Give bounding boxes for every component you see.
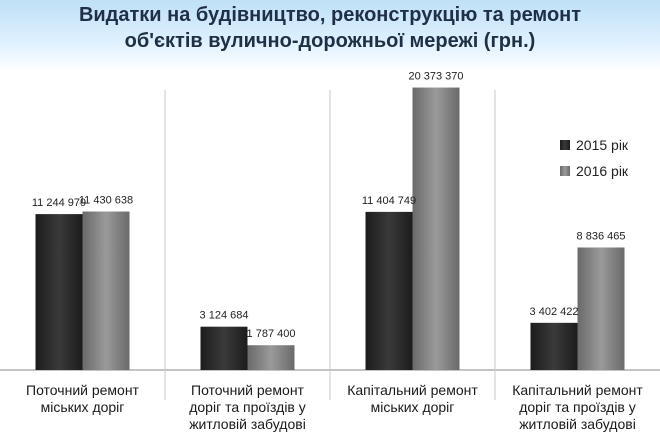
bar-series-1 — [35, 214, 83, 370]
category-label: міських доріг — [41, 399, 125, 415]
chart-title-line-2-text: об'єктів вулично-дорожньої мережі (грн.) — [124, 30, 536, 52]
legend-label: 2016 рік — [576, 163, 629, 179]
bar-value-label: 3 124 684 — [200, 310, 249, 322]
category-label: міських доріг — [371, 399, 455, 415]
bar-value-label: 11 430 638 — [79, 195, 133, 207]
category-label: Поточний ремонт — [26, 382, 140, 398]
legend-label: 2015 рік — [576, 137, 629, 153]
bar-series-2 — [577, 247, 625, 370]
title-band — [0, 0, 660, 72]
bar-value-label: 11 244 979 — [32, 197, 86, 209]
bar-series-1 — [530, 322, 578, 370]
chart-title-line-2: об'єктів вулично-дорожньої мережі (грн.) — [0, 28, 660, 54]
category-label: доріг та проїздів у — [189, 399, 306, 415]
legend-swatch — [560, 140, 570, 150]
bar-series-2 — [247, 345, 295, 370]
chart-title: Видатки на будівництво, реконструкцію та… — [0, 0, 660, 62]
bar-value-label: 1 787 400 — [247, 328, 296, 340]
bar-value-label: 3 402 422 — [530, 306, 579, 318]
bar-series-2 — [82, 211, 130, 370]
legend-swatch — [560, 166, 570, 176]
bar-series-2 — [412, 87, 460, 370]
bar-value-label: 20 373 370 — [408, 71, 463, 83]
chart-title-line-1: Видатки на будівництво, реконструкцію та… — [78, 4, 582, 26]
category-label: доріг та проїздів у — [519, 399, 636, 415]
bar-series-1 — [200, 326, 248, 370]
category-label: Поточний ремонт — [191, 382, 305, 398]
category-label: житловій забудові — [189, 416, 306, 432]
category-label: житловій забудові — [519, 416, 636, 432]
category-label: Капітальний ремонт — [512, 382, 643, 398]
bar-series-1 — [365, 211, 413, 370]
category-label: Капітальний ремонт — [347, 382, 478, 398]
bar-value-label: 11 404 749 — [362, 195, 416, 207]
bar-value-label: 8 836 465 — [577, 230, 626, 242]
